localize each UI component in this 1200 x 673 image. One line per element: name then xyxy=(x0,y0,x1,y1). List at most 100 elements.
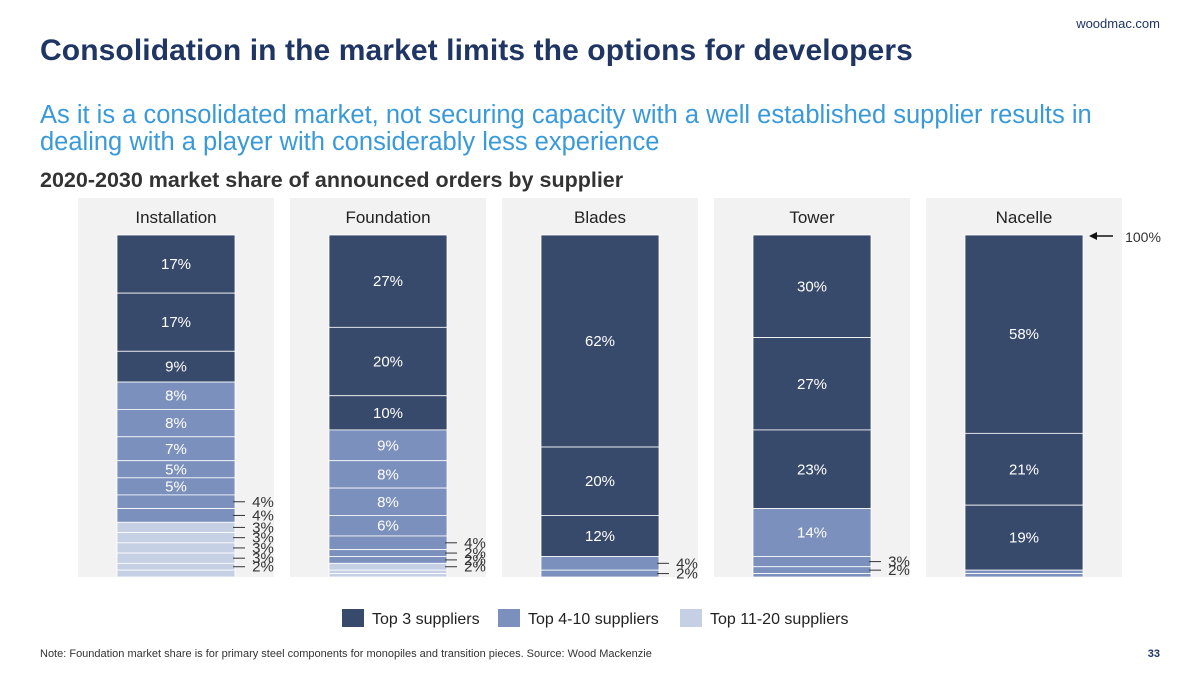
bar-segment xyxy=(328,535,448,551)
legend-swatch-top4_10 xyxy=(498,609,520,627)
data-label: 58% xyxy=(1009,326,1039,343)
category-label-foundation: Foundation xyxy=(345,208,430,227)
data-label: 8% xyxy=(377,494,399,511)
data-label: 4% xyxy=(676,555,698,572)
bar-segment xyxy=(116,562,236,571)
data-label: 5% xyxy=(165,478,187,495)
data-label: 2% xyxy=(676,566,698,583)
bar-segment xyxy=(116,494,236,510)
bar-segment xyxy=(752,337,872,431)
data-label: 2% xyxy=(464,552,486,569)
legend-label-top11_20: Top 11-20 suppliers xyxy=(710,611,848,628)
data-label: 3% xyxy=(252,550,274,567)
bar-segment xyxy=(116,409,236,438)
bar-segment xyxy=(540,234,660,448)
page-number: 33 xyxy=(1147,648,1160,660)
bar-segment xyxy=(116,508,236,523)
legend-label-top4_10: Top 4-10 suppliers xyxy=(528,611,659,628)
data-label: 17% xyxy=(161,314,191,331)
data-label: 2% xyxy=(464,545,486,562)
bar-segment xyxy=(964,432,1084,506)
data-label: 19% xyxy=(1009,530,1039,547)
bar-segment xyxy=(116,552,236,564)
bar-segment xyxy=(964,234,1084,434)
data-label: 30% xyxy=(797,278,827,295)
data-label: 23% xyxy=(797,461,827,478)
bar-segment xyxy=(540,556,660,571)
bar-segment xyxy=(752,556,872,568)
data-label: 62% xyxy=(585,333,615,350)
bar-segment xyxy=(752,573,872,578)
footnote: Note: Foundation market share is for pri… xyxy=(40,648,652,660)
bar-segment xyxy=(116,542,236,554)
bar-segment xyxy=(540,446,660,516)
bar-segment xyxy=(116,350,236,383)
data-label: 3% xyxy=(252,519,274,536)
data-label: 8% xyxy=(377,466,399,483)
bar-segment xyxy=(964,504,1084,571)
site-url: woodmac.com xyxy=(1076,16,1160,31)
bar-segment xyxy=(752,234,872,338)
data-label: 4% xyxy=(252,494,274,511)
data-label: 2% xyxy=(464,559,486,576)
data-label: 9% xyxy=(377,437,399,454)
bar-segment xyxy=(328,556,448,564)
data-label: 7% xyxy=(165,441,187,458)
category-label-tower: Tower xyxy=(789,208,835,227)
legend-swatch-top3 xyxy=(342,609,364,627)
chart-title: 2020-2030 market share of announced orde… xyxy=(40,168,624,192)
data-label: 2% xyxy=(252,559,274,576)
bar-segment xyxy=(540,515,660,557)
bar-segment xyxy=(328,569,448,574)
category-label-installation: Installation xyxy=(135,208,216,227)
category-label-blades: Blades xyxy=(574,208,626,227)
data-label: 27% xyxy=(797,376,827,393)
data-label: 5% xyxy=(165,461,187,478)
bar-segment xyxy=(964,573,1084,578)
data-label: 9% xyxy=(165,359,187,376)
bar-segment xyxy=(752,566,872,574)
data-label: 17% xyxy=(161,256,191,273)
data-label: 10% xyxy=(373,405,403,422)
bar-segment xyxy=(328,487,448,516)
bar-segment xyxy=(116,381,236,410)
total-label: 100% xyxy=(1125,229,1161,245)
page-subtitle: As it is a consolidated market, not secu… xyxy=(40,101,1092,156)
page-title: Consolidation in the market limits the o… xyxy=(40,34,913,67)
data-label: 8% xyxy=(165,415,187,432)
arrow-icon xyxy=(1089,232,1097,240)
legend-label-top3: Top 3 suppliers xyxy=(372,611,480,628)
data-label: 2% xyxy=(888,562,910,579)
bar-segment xyxy=(540,569,660,578)
category-label-nacelle: Nacelle xyxy=(996,208,1053,227)
bar-segment xyxy=(328,234,448,328)
bar-segment xyxy=(116,532,236,544)
legend-swatch-top11_20 xyxy=(680,609,702,627)
data-label: 20% xyxy=(585,473,615,490)
bar-segment xyxy=(116,234,236,294)
bar-segment xyxy=(328,429,448,462)
bar-segment xyxy=(752,508,872,557)
bar-segment xyxy=(328,326,448,397)
data-label: 27% xyxy=(373,273,403,290)
bar-segment xyxy=(116,569,236,578)
bar-segment xyxy=(116,521,236,533)
bar-segment xyxy=(964,569,1084,574)
data-label: 3% xyxy=(252,540,274,557)
data-label: 3% xyxy=(888,554,910,571)
bar-segment xyxy=(328,562,448,571)
data-label: 12% xyxy=(585,528,615,545)
data-label: 20% xyxy=(373,354,403,371)
data-label: 4% xyxy=(252,507,274,524)
data-label: 8% xyxy=(165,388,187,405)
data-label: 4% xyxy=(464,535,486,552)
data-label: 14% xyxy=(797,525,827,542)
data-label: 3% xyxy=(252,530,274,547)
bar-segment xyxy=(116,292,236,352)
bar-segment xyxy=(328,460,448,489)
data-label: 6% xyxy=(377,518,399,535)
data-label: 21% xyxy=(1009,461,1039,478)
bar-segment xyxy=(328,395,448,431)
bar-segment xyxy=(328,573,448,578)
